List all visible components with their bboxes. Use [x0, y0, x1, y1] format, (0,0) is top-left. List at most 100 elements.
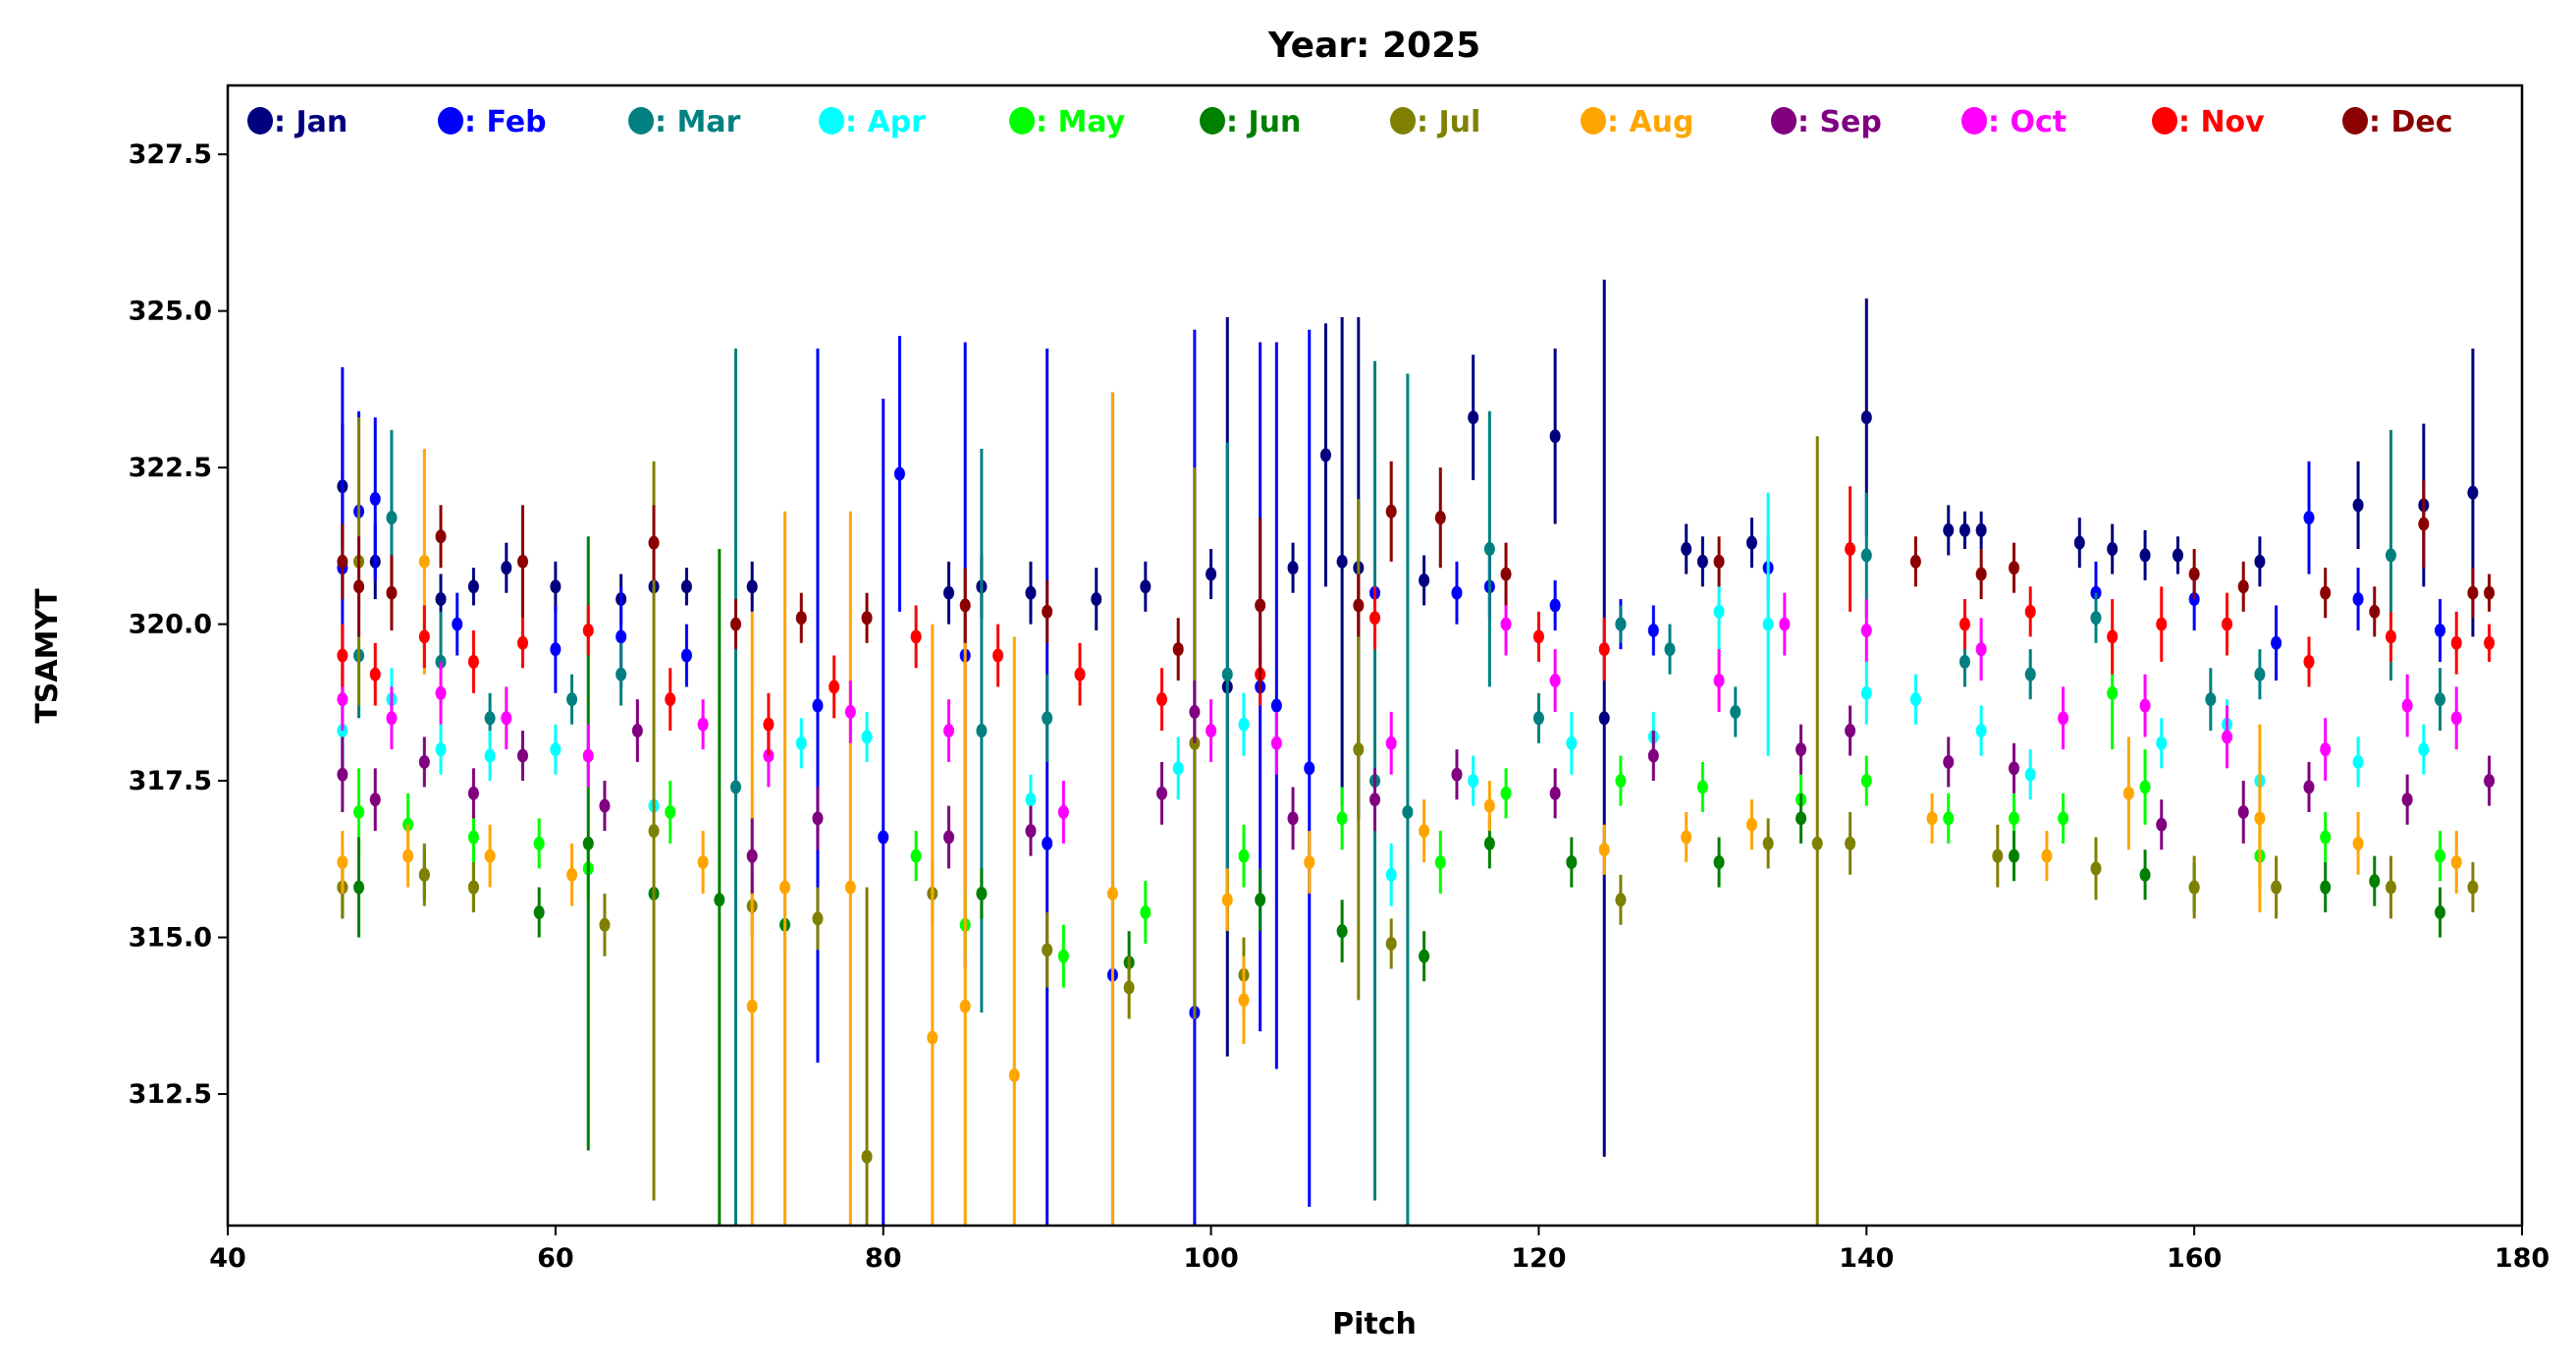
data-point [1483, 836, 1495, 850]
data-point [1730, 704, 1742, 719]
data-point [795, 736, 807, 750]
legend-label: : Sep [1798, 105, 1882, 139]
data-point [942, 830, 954, 845]
x-tick-label: 120 [1511, 1243, 1566, 1274]
data-point [2107, 685, 2119, 700]
data-point [2058, 711, 2069, 726]
legend-marker [247, 107, 273, 135]
data-point [2401, 698, 2413, 713]
legend-marker [1009, 107, 1035, 135]
data-point [2073, 535, 2085, 550]
data-point [533, 836, 545, 850]
data-point [1434, 511, 1446, 525]
series-dec [337, 461, 2496, 693]
data-point [2188, 567, 2200, 581]
data-point [959, 598, 971, 613]
data-point [1057, 949, 1069, 963]
data-point [2435, 905, 2446, 920]
data-point [1860, 623, 1872, 637]
data-point [2009, 848, 2020, 863]
data-point [697, 855, 709, 870]
legend-label: : Feb [464, 105, 547, 139]
data-point [599, 798, 611, 813]
series-oct [337, 592, 2462, 844]
data-point [516, 748, 528, 763]
data-point [2188, 880, 2200, 895]
y-tick-label: 325.0 [129, 297, 212, 327]
data-point [1779, 617, 1791, 631]
data-point [1532, 711, 1544, 726]
series-aug [337, 392, 2462, 1226]
data-point [1336, 554, 1348, 569]
data-point [1238, 993, 1250, 1008]
data-point [1860, 774, 1872, 789]
data-point [1549, 429, 1561, 444]
data-point [582, 748, 594, 763]
data-point [779, 880, 791, 895]
data-point [1255, 598, 1266, 613]
y-axis: 312.5 315.0 317.5 320.0 322.5 325.0 327.5 [129, 139, 228, 1110]
data-point [550, 579, 562, 594]
data-point [386, 585, 398, 600]
data-point [1796, 742, 1807, 757]
legend-item: : Dec [2342, 105, 2452, 139]
legend-marker [2152, 107, 2177, 135]
data-point [1959, 522, 1970, 537]
data-point [665, 692, 676, 707]
data-point [1943, 522, 1955, 537]
data-point [861, 611, 873, 626]
data-point [1255, 893, 1266, 907]
data-point [1238, 717, 1250, 732]
data-point [2467, 880, 2479, 895]
plot-frame [226, 83, 2524, 1228]
data-point [2418, 742, 2430, 757]
data-point [418, 554, 430, 569]
data-point [452, 617, 463, 631]
data-point [714, 893, 725, 907]
data-point [1500, 617, 1512, 631]
data-point [418, 629, 430, 644]
data-point [1042, 836, 1053, 850]
data-point [1008, 1067, 1020, 1082]
data-point [1221, 893, 1233, 907]
x-tick-label: 180 [2495, 1243, 2549, 1274]
data-point [844, 880, 856, 895]
data-point [1615, 893, 1627, 907]
data-point [2352, 836, 2364, 850]
data-point [1500, 567, 1512, 581]
series-jan [337, 279, 2479, 1157]
data-point [1468, 774, 1479, 789]
data-point [1745, 817, 1757, 832]
y-tick-label: 312.5 [129, 1079, 212, 1110]
legend-item: : Aug [1581, 105, 1694, 139]
data-point [2352, 592, 2364, 607]
data-point [1451, 585, 1463, 600]
data-point [2385, 880, 2396, 895]
data-point [2271, 635, 2282, 650]
data-point [1598, 843, 1610, 857]
y-tick-label: 315.0 [129, 923, 212, 954]
data-point [2271, 880, 2282, 895]
legend: : Jan: Feb: Mar: Apr: May: Jun: Jul: Aug… [247, 105, 2452, 139]
data-point [1796, 811, 1807, 826]
data-point [369, 792, 381, 807]
data-point [418, 867, 430, 882]
data-point [1206, 724, 1217, 738]
data-point [1434, 855, 1446, 870]
data-point [1172, 761, 1184, 776]
legend-item: : Oct [1961, 105, 2066, 139]
data-point [353, 804, 365, 819]
data-point [1270, 736, 1282, 750]
data-point [763, 717, 775, 732]
legend-item: : Sep [1771, 105, 1882, 139]
data-point [2418, 517, 2430, 531]
data-point [812, 698, 824, 713]
data-point [976, 886, 988, 901]
data-point [665, 804, 676, 819]
data-point [1647, 748, 1659, 763]
data-point [1745, 535, 1757, 550]
data-point [1566, 855, 1578, 870]
data-point [353, 880, 365, 895]
data-point [1042, 943, 1053, 957]
series-sep [337, 681, 2496, 894]
